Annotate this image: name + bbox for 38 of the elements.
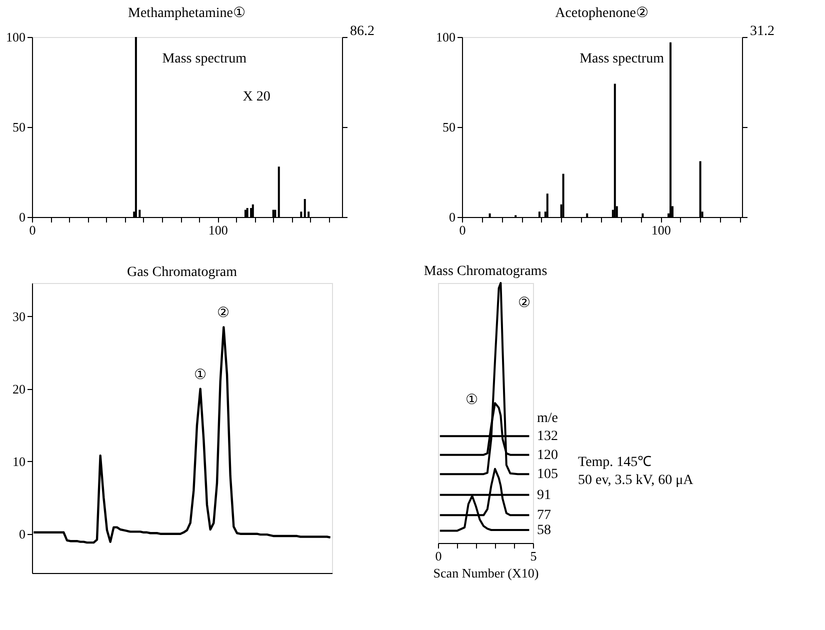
y-tick-label: 100 — [436, 30, 456, 44]
text: Temp. 145℃ — [578, 455, 652, 470]
annotation: X 20 — [242, 89, 270, 104]
annotation: ① — [194, 368, 207, 383]
x-tick-label: 100 — [651, 222, 671, 238]
text: 86.2 — [350, 24, 374, 39]
chart-title: Gas Chromatogram — [126, 265, 238, 280]
chart-title: Mass Chromatograms — [424, 264, 548, 279]
series-label: 91 — [537, 488, 551, 503]
x-axis-title: Scan Number (X10) — [433, 566, 539, 580]
series-label: 105 — [537, 467, 558, 482]
series-label: 132 — [537, 429, 558, 444]
text: 31.2 — [750, 24, 774, 39]
annotation: Mass spectrum — [580, 52, 664, 67]
annotation: ① — [466, 393, 479, 408]
series-label: 58 — [537, 523, 551, 538]
y-tick-label: 30 — [12, 308, 26, 324]
chart-title: Acetophenone② — [555, 6, 649, 21]
annotation: ② — [217, 306, 230, 322]
x-tick-label: 0 — [459, 222, 466, 238]
chart-title: Methamphetamine① — [128, 6, 246, 21]
x-tick-label: 100 — [208, 222, 228, 238]
annotation: ② — [518, 296, 532, 311]
y-tick-label: 0 — [19, 526, 26, 542]
legend-title: m/e — [537, 411, 558, 426]
x-tick-label: 5 — [530, 548, 537, 564]
y-tick-label: 10 — [12, 454, 26, 469]
x-tick-label: 0 — [29, 222, 36, 238]
y-tick-label: 50 — [442, 120, 456, 134]
series-label: 77 — [537, 508, 551, 524]
y-tick-label: 0 — [449, 210, 456, 224]
y-tick-label: 0 — [19, 210, 26, 224]
series-label: 120 — [537, 448, 558, 463]
y-tick-label: 100 — [6, 30, 26, 44]
y-tick-label: 20 — [12, 381, 26, 396]
annotation: Mass spectrum — [162, 52, 247, 67]
text: 50 ev, 3.5 kV, 60 μA — [578, 473, 694, 488]
y-tick-label: 50 — [12, 120, 26, 134]
